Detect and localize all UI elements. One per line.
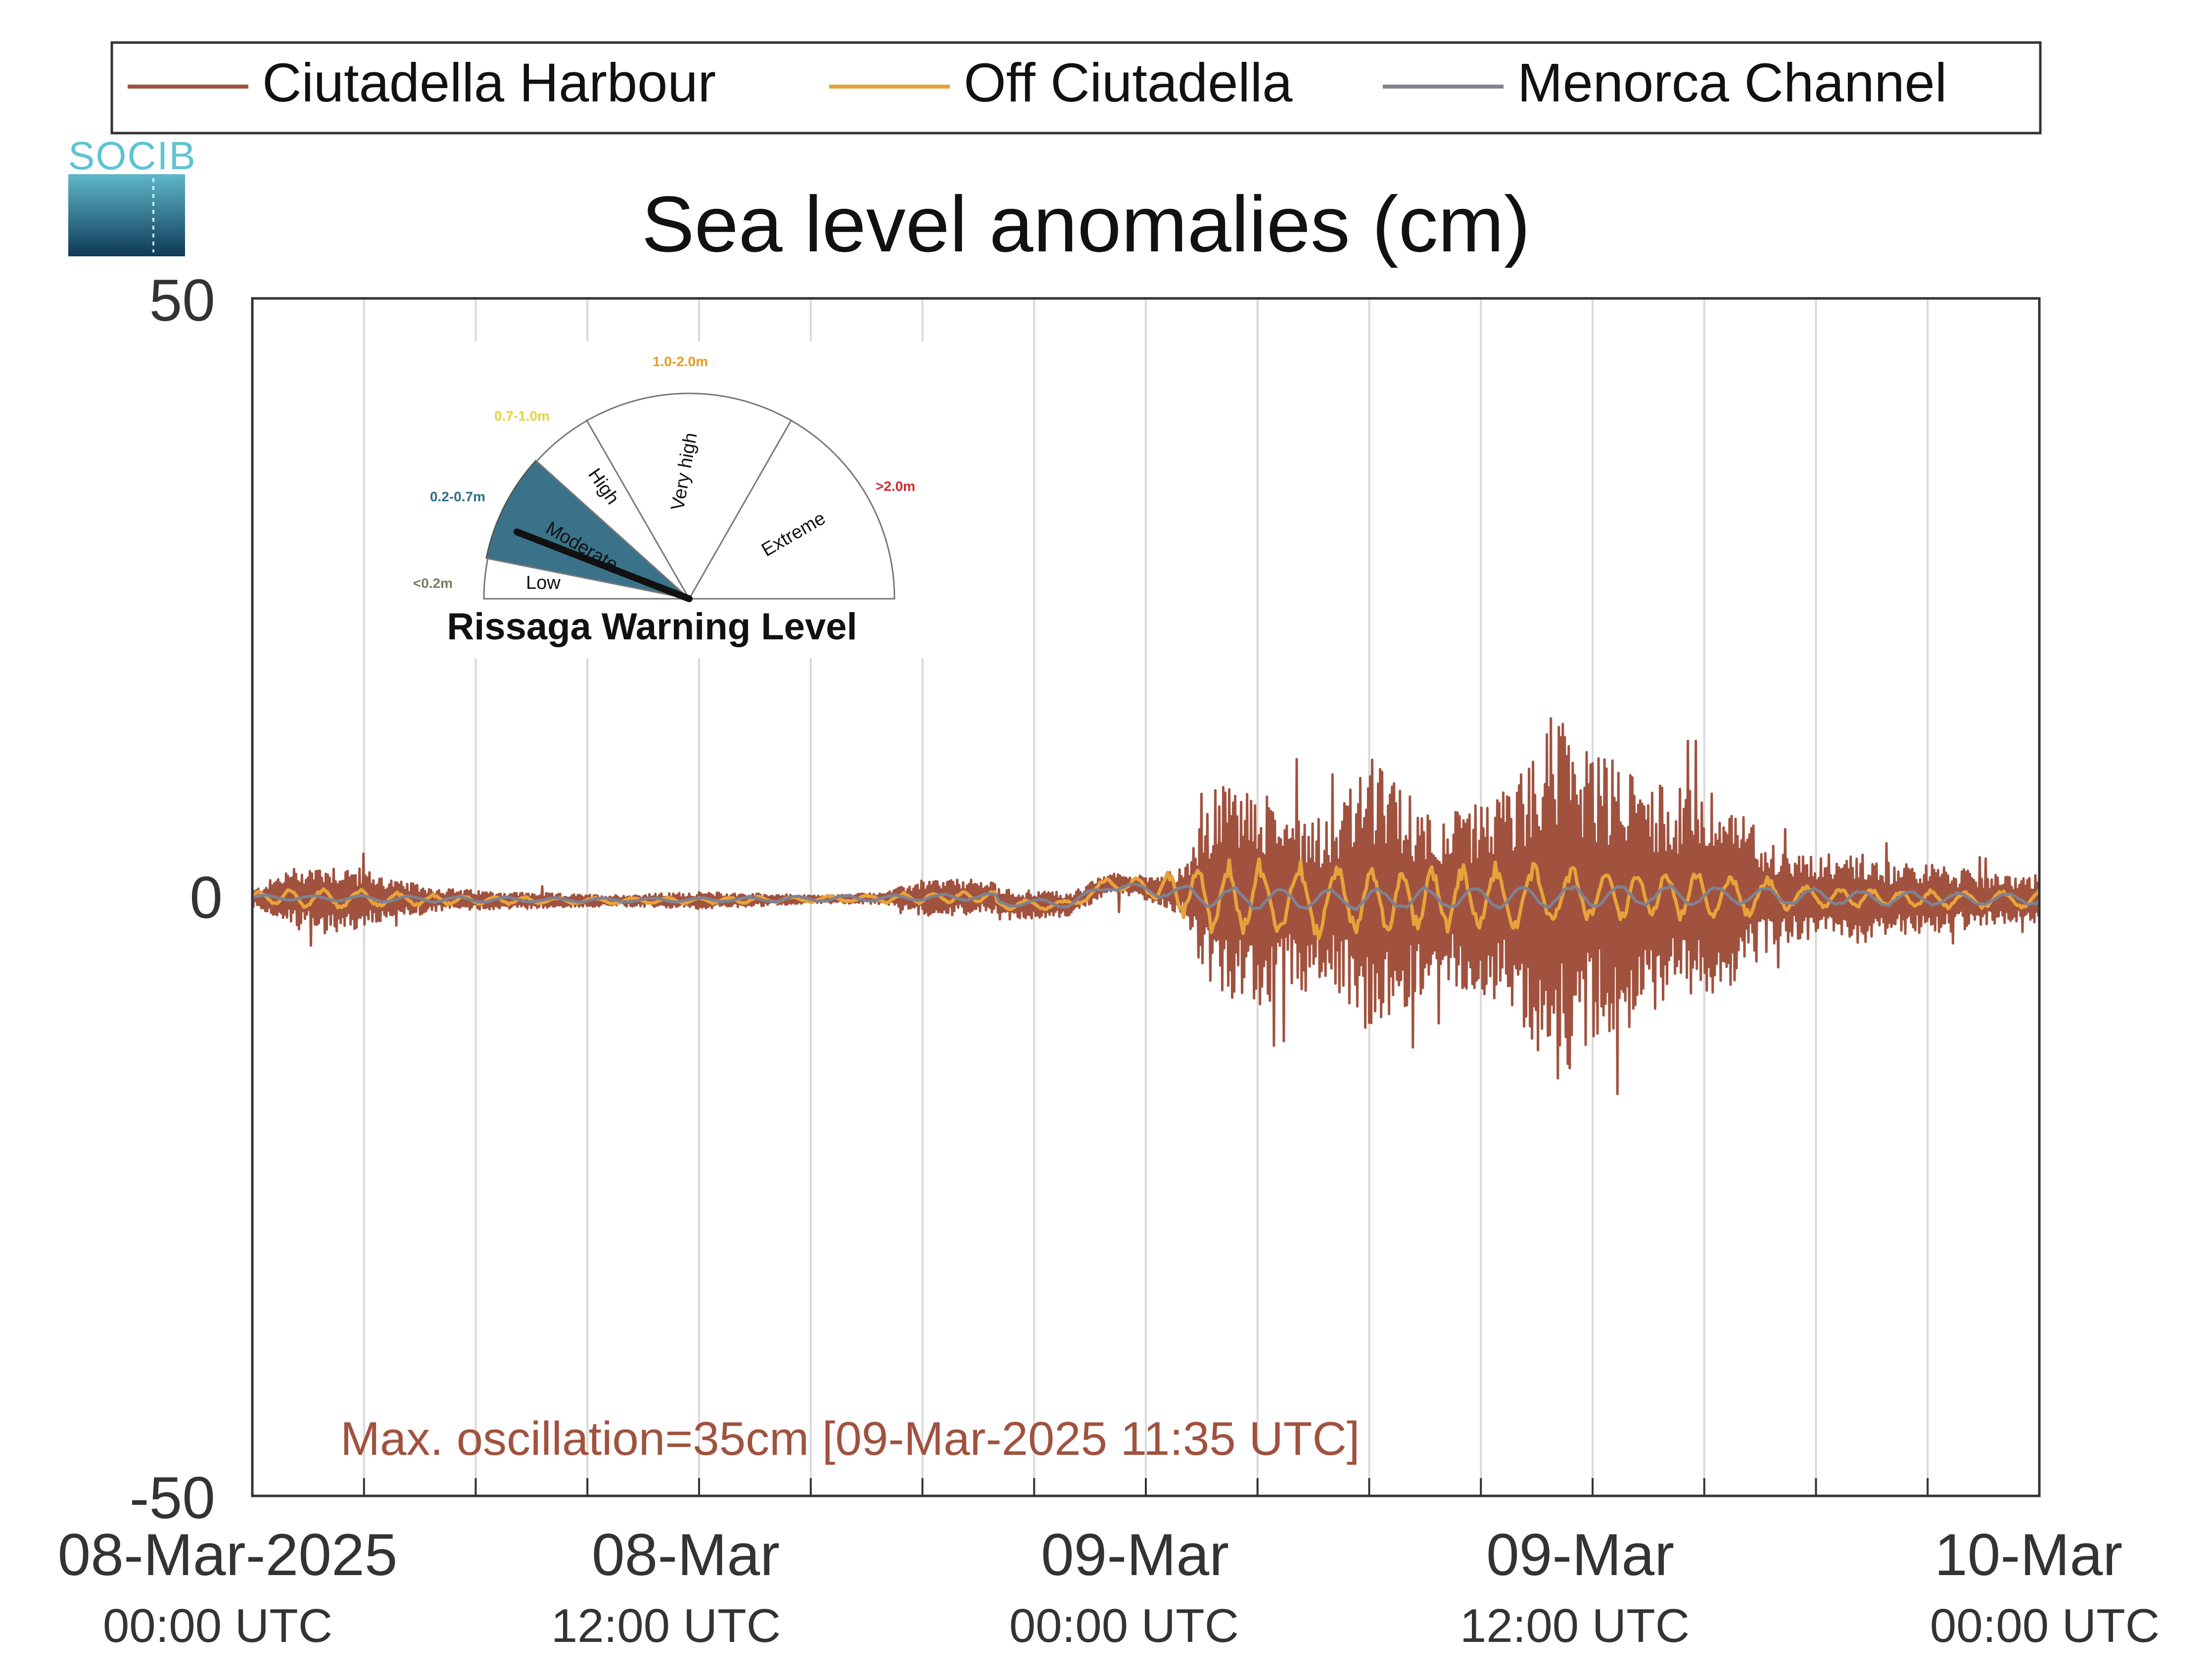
gauge-sector-moderate bbox=[485, 459, 692, 600]
y-tick-label: -50 bbox=[130, 1465, 215, 1531]
x-tick-time: 00:00 UTC bbox=[103, 1599, 332, 1652]
socib-logo-text: SOCIB bbox=[68, 134, 196, 178]
y-tick-label: 50 bbox=[149, 267, 215, 334]
legend-label-off-ciutadella: Off Ciutadella bbox=[964, 52, 1293, 113]
legend-item-ciutadella-harbour: Ciutadella Harbour bbox=[128, 52, 716, 113]
x-tick-date: 08-Mar bbox=[592, 1522, 780, 1588]
x-tick-date: 09-Mar bbox=[1486, 1522, 1674, 1588]
series-line-ciutadella-harbour bbox=[251, 717, 2041, 1096]
x-tick-date: 09-Mar bbox=[1041, 1522, 1229, 1588]
x-tick-time: 00:00 UTC bbox=[1930, 1599, 2160, 1652]
gauge-needle bbox=[514, 528, 693, 602]
series-layer bbox=[251, 717, 2041, 1096]
x-tick-date: 08-Mar-2025 bbox=[57, 1522, 397, 1588]
gauge-range-moderate: 0.2-0.7m bbox=[430, 489, 485, 504]
legend: Ciutadella Harbour Off Ciutadella Menorc… bbox=[110, 41, 2042, 135]
gauge-range-low: <0.2m bbox=[413, 576, 453, 591]
gauge-label-low: Low bbox=[526, 573, 561, 593]
rissaga-warning-inset: Low Moderate High Very high Extreme <0.2… bbox=[396, 341, 930, 658]
legend-label-menorca-channel: Menorca Channel bbox=[1517, 52, 1947, 113]
gauge-range-extreme: >2.0m bbox=[876, 479, 915, 494]
legend-item-off-ciutadella: Off Ciutadella bbox=[829, 52, 1293, 113]
inset-title: Rissaga Warning Level bbox=[447, 606, 857, 648]
legend-label-ciutadella-harbour: Ciutadella Harbour bbox=[262, 52, 716, 113]
x-tick-date: 10-Mar bbox=[1934, 1522, 2122, 1588]
gauge-range-high: 0.7-1.0m bbox=[494, 408, 550, 424]
gauge-range-very-high: 1.0-2.0m bbox=[653, 354, 708, 369]
x-tick-marks bbox=[363, 1478, 1929, 1496]
x-tick-time: 12:00 UTC bbox=[551, 1599, 781, 1652]
x-tick-time: 00:00 UTC bbox=[1009, 1599, 1239, 1652]
legend-item-menorca-channel: Menorca Channel bbox=[1383, 52, 1947, 113]
x-tick-time: 12:00 UTC bbox=[1460, 1599, 1690, 1652]
chart-title: Sea level anomalies (cm) bbox=[642, 180, 1530, 268]
max-oscillation-annotation: Max. oscillation=35cm [09-Mar-2025 11:35… bbox=[340, 1412, 1360, 1465]
y-tick-label: 0 bbox=[189, 864, 223, 931]
socib-logo: SOCIB bbox=[68, 134, 196, 256]
series-line-menorca-channel bbox=[252, 883, 2040, 911]
